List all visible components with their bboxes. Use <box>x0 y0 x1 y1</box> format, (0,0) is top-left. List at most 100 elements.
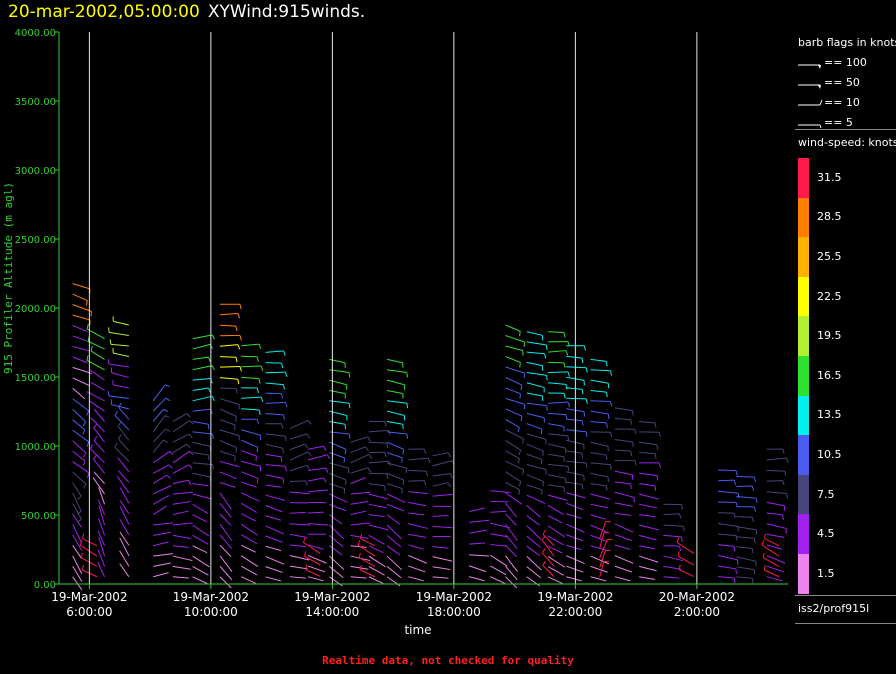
barb-flag <box>86 441 90 447</box>
barb-shaft <box>241 513 256 522</box>
barb-shaft <box>192 545 208 554</box>
barb-column <box>547 331 571 585</box>
barb-flag <box>654 422 657 428</box>
barb-shaft <box>289 544 306 548</box>
barb-shaft <box>762 557 780 567</box>
barb-shaft <box>505 408 523 417</box>
title-date: 20-mar-2002,05:00:00 <box>8 2 200 22</box>
barb-shaft <box>219 471 237 480</box>
colorbar-label: 25.5 <box>817 250 842 263</box>
barb-flag <box>86 410 90 416</box>
barb-shaft <box>761 544 780 557</box>
barb-shaft <box>98 505 106 526</box>
barb-shaft <box>566 387 583 390</box>
barb-shaft <box>368 576 384 584</box>
barb-shaft <box>599 521 607 539</box>
barb-shaft <box>119 537 130 556</box>
barb-flag <box>188 480 192 485</box>
barb-shaft <box>566 397 587 400</box>
barb-shaft <box>153 553 174 557</box>
barb-column <box>192 334 215 584</box>
barb-shaft <box>547 474 566 479</box>
barb-flag <box>81 564 84 571</box>
barb-column <box>357 533 376 578</box>
barb-shaft <box>307 544 324 550</box>
barb-flag <box>542 451 544 457</box>
barb-flag <box>188 433 193 439</box>
barb-shaft <box>152 397 167 412</box>
barb-flag <box>678 545 682 551</box>
barb-shaft <box>590 358 607 362</box>
barb-shaft <box>307 477 324 482</box>
barb-shaft <box>350 510 367 516</box>
barb-shaft <box>368 472 387 475</box>
barb-shaft <box>329 576 343 587</box>
barb-shaft <box>289 565 308 570</box>
colorbar-swatch <box>798 395 809 436</box>
barb-column <box>639 421 661 581</box>
barb-flag <box>519 393 521 399</box>
barb-shaft <box>117 438 130 452</box>
barb-shaft <box>526 525 542 540</box>
barb-shaft <box>505 534 518 549</box>
barb-flag <box>386 473 389 479</box>
colorbar-swatch <box>798 158 809 199</box>
barb-flag <box>678 513 682 519</box>
barb-shaft <box>172 491 193 495</box>
barb-column <box>468 507 490 582</box>
barb-shaft <box>329 452 345 459</box>
barb-shaft <box>368 514 385 518</box>
quality-warning: Realtime data, not checked for quality <box>322 654 574 667</box>
barb-flag <box>567 401 571 408</box>
barb-shaft <box>718 490 739 494</box>
barb-shaft <box>408 480 425 482</box>
barb-shaft <box>590 483 607 487</box>
barb-shaft <box>766 533 785 538</box>
barb-shaft <box>153 541 169 547</box>
barb-shaft <box>541 552 555 567</box>
barb-flag <box>260 397 264 403</box>
barb-shaft <box>590 462 611 466</box>
barb-flag <box>285 402 288 408</box>
barb-shaft <box>241 429 261 436</box>
barb-shaft <box>72 293 88 302</box>
barb-flag <box>605 485 608 491</box>
barb-column <box>152 384 174 578</box>
barb-shaft <box>172 510 189 516</box>
barb-shaft <box>72 398 89 412</box>
barb-column <box>566 345 588 582</box>
barb-flag <box>235 416 237 422</box>
barb-shaft <box>265 401 286 404</box>
barb-shaft <box>386 369 407 374</box>
barb-shaft <box>566 481 583 485</box>
barb-flag <box>680 536 683 542</box>
barb-shaft <box>677 555 695 566</box>
barb-shaft <box>736 536 755 539</box>
barb-flag <box>610 401 613 407</box>
barb-flag <box>281 363 284 369</box>
barb-shaft <box>172 413 188 422</box>
barb-shaft <box>289 511 306 514</box>
flag-legend-label: == 50 <box>824 76 860 89</box>
barb-shaft <box>718 522 738 527</box>
barb-flag <box>402 479 405 486</box>
barb-shaft <box>505 356 521 363</box>
barb-shaft <box>350 534 369 539</box>
barb-column <box>328 358 351 587</box>
barb-shaft <box>566 355 583 359</box>
barb-shaft <box>736 546 753 549</box>
barb-shaft <box>468 565 487 573</box>
barb-shaft <box>432 556 453 562</box>
barb-shaft <box>490 510 507 513</box>
barb-shaft <box>241 355 258 358</box>
barb-flag <box>735 568 737 574</box>
barb-shaft <box>766 565 784 573</box>
barb-flag <box>761 540 765 546</box>
barb-shaft <box>192 441 211 447</box>
x-tick-label-date: 19-Mar-2002 <box>537 590 613 604</box>
y-tick-label: 0.00 <box>34 580 56 591</box>
colorbar-label: 7.5 <box>817 487 835 501</box>
barb-shaft <box>547 453 564 458</box>
barb-flag <box>581 484 584 490</box>
barb-flag <box>188 464 193 469</box>
